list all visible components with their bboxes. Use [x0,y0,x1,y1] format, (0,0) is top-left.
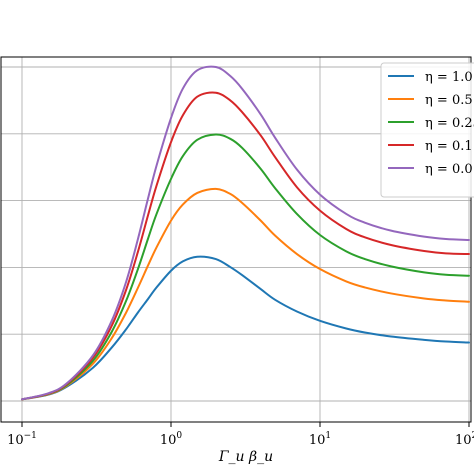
x-tick-label-3: 102 [455,431,474,448]
x-tick-base-2: 10 [309,433,326,448]
x-tick-exp-2: 1 [325,431,331,441]
x-tick-base-1: 10 [160,433,177,448]
x-tick-exp-0: −1 [24,431,37,441]
x-tick-label-2: 101 [309,431,331,448]
x-tick-exp-3: 2 [472,431,474,441]
x-tick-label-0: 10−1 [7,431,37,448]
series-line-2 [21,133,470,401]
x-axis-label: Γ_u β_u [218,449,273,465]
plot-frame [0,56,472,423]
x-tick-base-3: 10 [455,433,472,448]
series-line-4 [21,65,470,401]
series-line-1 [21,187,470,401]
legend-box [380,62,474,198]
legend-label-3: η = 0.1 [425,139,473,154]
series-line-3 [21,91,470,401]
series-lines [21,65,470,401]
x-tick-base-0: 10 [7,433,24,448]
x-tick-label-1: 100 [160,431,183,448]
x-axis-ticks: 10−1100101102 [7,422,474,448]
legend-label-1: η = 0.5 [425,93,473,108]
x-tick-exp-1: 0 [176,431,182,441]
series-line-0 [21,255,470,401]
legend-label-2: η = 0.25 [425,116,474,131]
legend-label-4: η = 0.0 [425,162,473,177]
legend: η = 1.0 η = 0.5 η = 0.25 η = 0.1 η = 0.0 [380,62,474,198]
legend-label-0: η = 1.0 [425,70,473,85]
